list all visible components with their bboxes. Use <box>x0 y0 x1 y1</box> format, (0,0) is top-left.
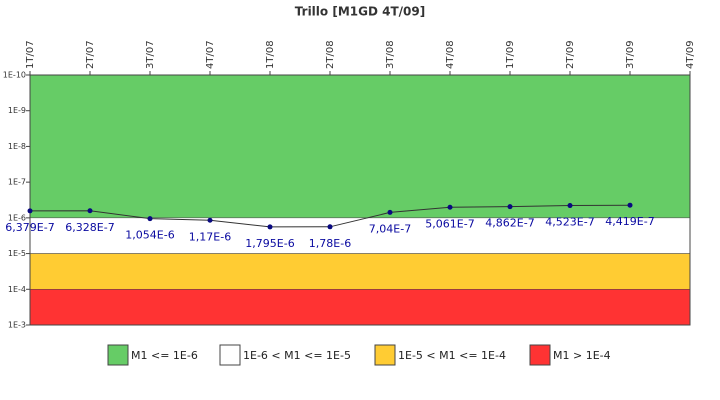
marker <box>447 204 453 210</box>
value-label: 6,328E-7 <box>65 221 114 234</box>
y-tick-label: 1E-6 <box>8 213 26 222</box>
x-tick-label: 3T/09 <box>625 40 636 69</box>
legend-label: M1 <= 1E-6 <box>131 349 198 362</box>
x-tick-label: 3T/07 <box>145 40 156 69</box>
legend-label: M1 > 1E-4 <box>553 349 611 362</box>
x-tick-label: 1T/09 <box>505 40 516 69</box>
legend-label: 1E-5 < M1 <= 1E-4 <box>398 349 506 362</box>
y-tick-label: 1E-10 <box>3 71 26 80</box>
y-tick-label: 1E-7 <box>8 178 26 187</box>
legend-swatch <box>529 344 551 366</box>
value-label: 1,78E-6 <box>309 237 351 250</box>
value-label: 4,523E-7 <box>545 216 594 229</box>
legend-swatch <box>374 344 396 366</box>
y-tick-label: 1E-8 <box>8 142 26 151</box>
value-label: 4,862E-7 <box>485 217 534 230</box>
value-label: 7,04E-7 <box>369 222 411 235</box>
value-label: 1,054E-6 <box>125 229 174 242</box>
x-tick-label: 2T/09 <box>565 40 576 69</box>
y-tick-label: 1E-3 <box>8 321 26 330</box>
value-label: 5,061E-7 <box>425 217 474 230</box>
marker <box>27 208 33 214</box>
x-tick-label: 2T/07 <box>85 40 96 69</box>
y-tick-label: 1E-5 <box>8 249 26 258</box>
legend-label: 1E-6 < M1 <= 1E-5 <box>243 349 351 362</box>
x-tick-label: 1T/08 <box>265 40 276 69</box>
marker <box>207 217 213 223</box>
marker <box>267 224 273 230</box>
marker <box>627 202 633 208</box>
chart-title: Trillo [M1GD 4T/09] <box>295 5 425 19</box>
x-tick-label: 3T/08 <box>385 40 396 69</box>
marker <box>87 208 93 214</box>
value-label: 1,795E-6 <box>245 237 294 250</box>
y-tick-label: 1E-4 <box>8 285 26 294</box>
x-tick-label: 4T/08 <box>445 40 456 69</box>
marker <box>327 224 333 230</box>
value-label: 1,17E-6 <box>189 230 231 243</box>
band <box>29 217 691 254</box>
x-tick-label: 1T/07 <box>25 40 36 69</box>
y-tick-label: 1E-9 <box>8 106 26 115</box>
band <box>29 253 691 290</box>
x-tick-label: 2T/08 <box>325 40 336 69</box>
plot-frame <box>29 74 691 326</box>
value-label: 4,419E-7 <box>605 215 654 228</box>
band <box>29 74 691 219</box>
marker <box>147 216 153 222</box>
marker <box>387 209 393 215</box>
band <box>29 289 691 326</box>
marker <box>507 204 513 210</box>
x-tick-label: 4T/07 <box>205 40 216 69</box>
legend-swatch <box>219 344 241 366</box>
x-tick-label: 4T/09 <box>685 40 696 69</box>
value-label: 6,379E-7 <box>5 221 54 234</box>
marker <box>567 203 573 209</box>
legend-swatch <box>107 344 129 366</box>
